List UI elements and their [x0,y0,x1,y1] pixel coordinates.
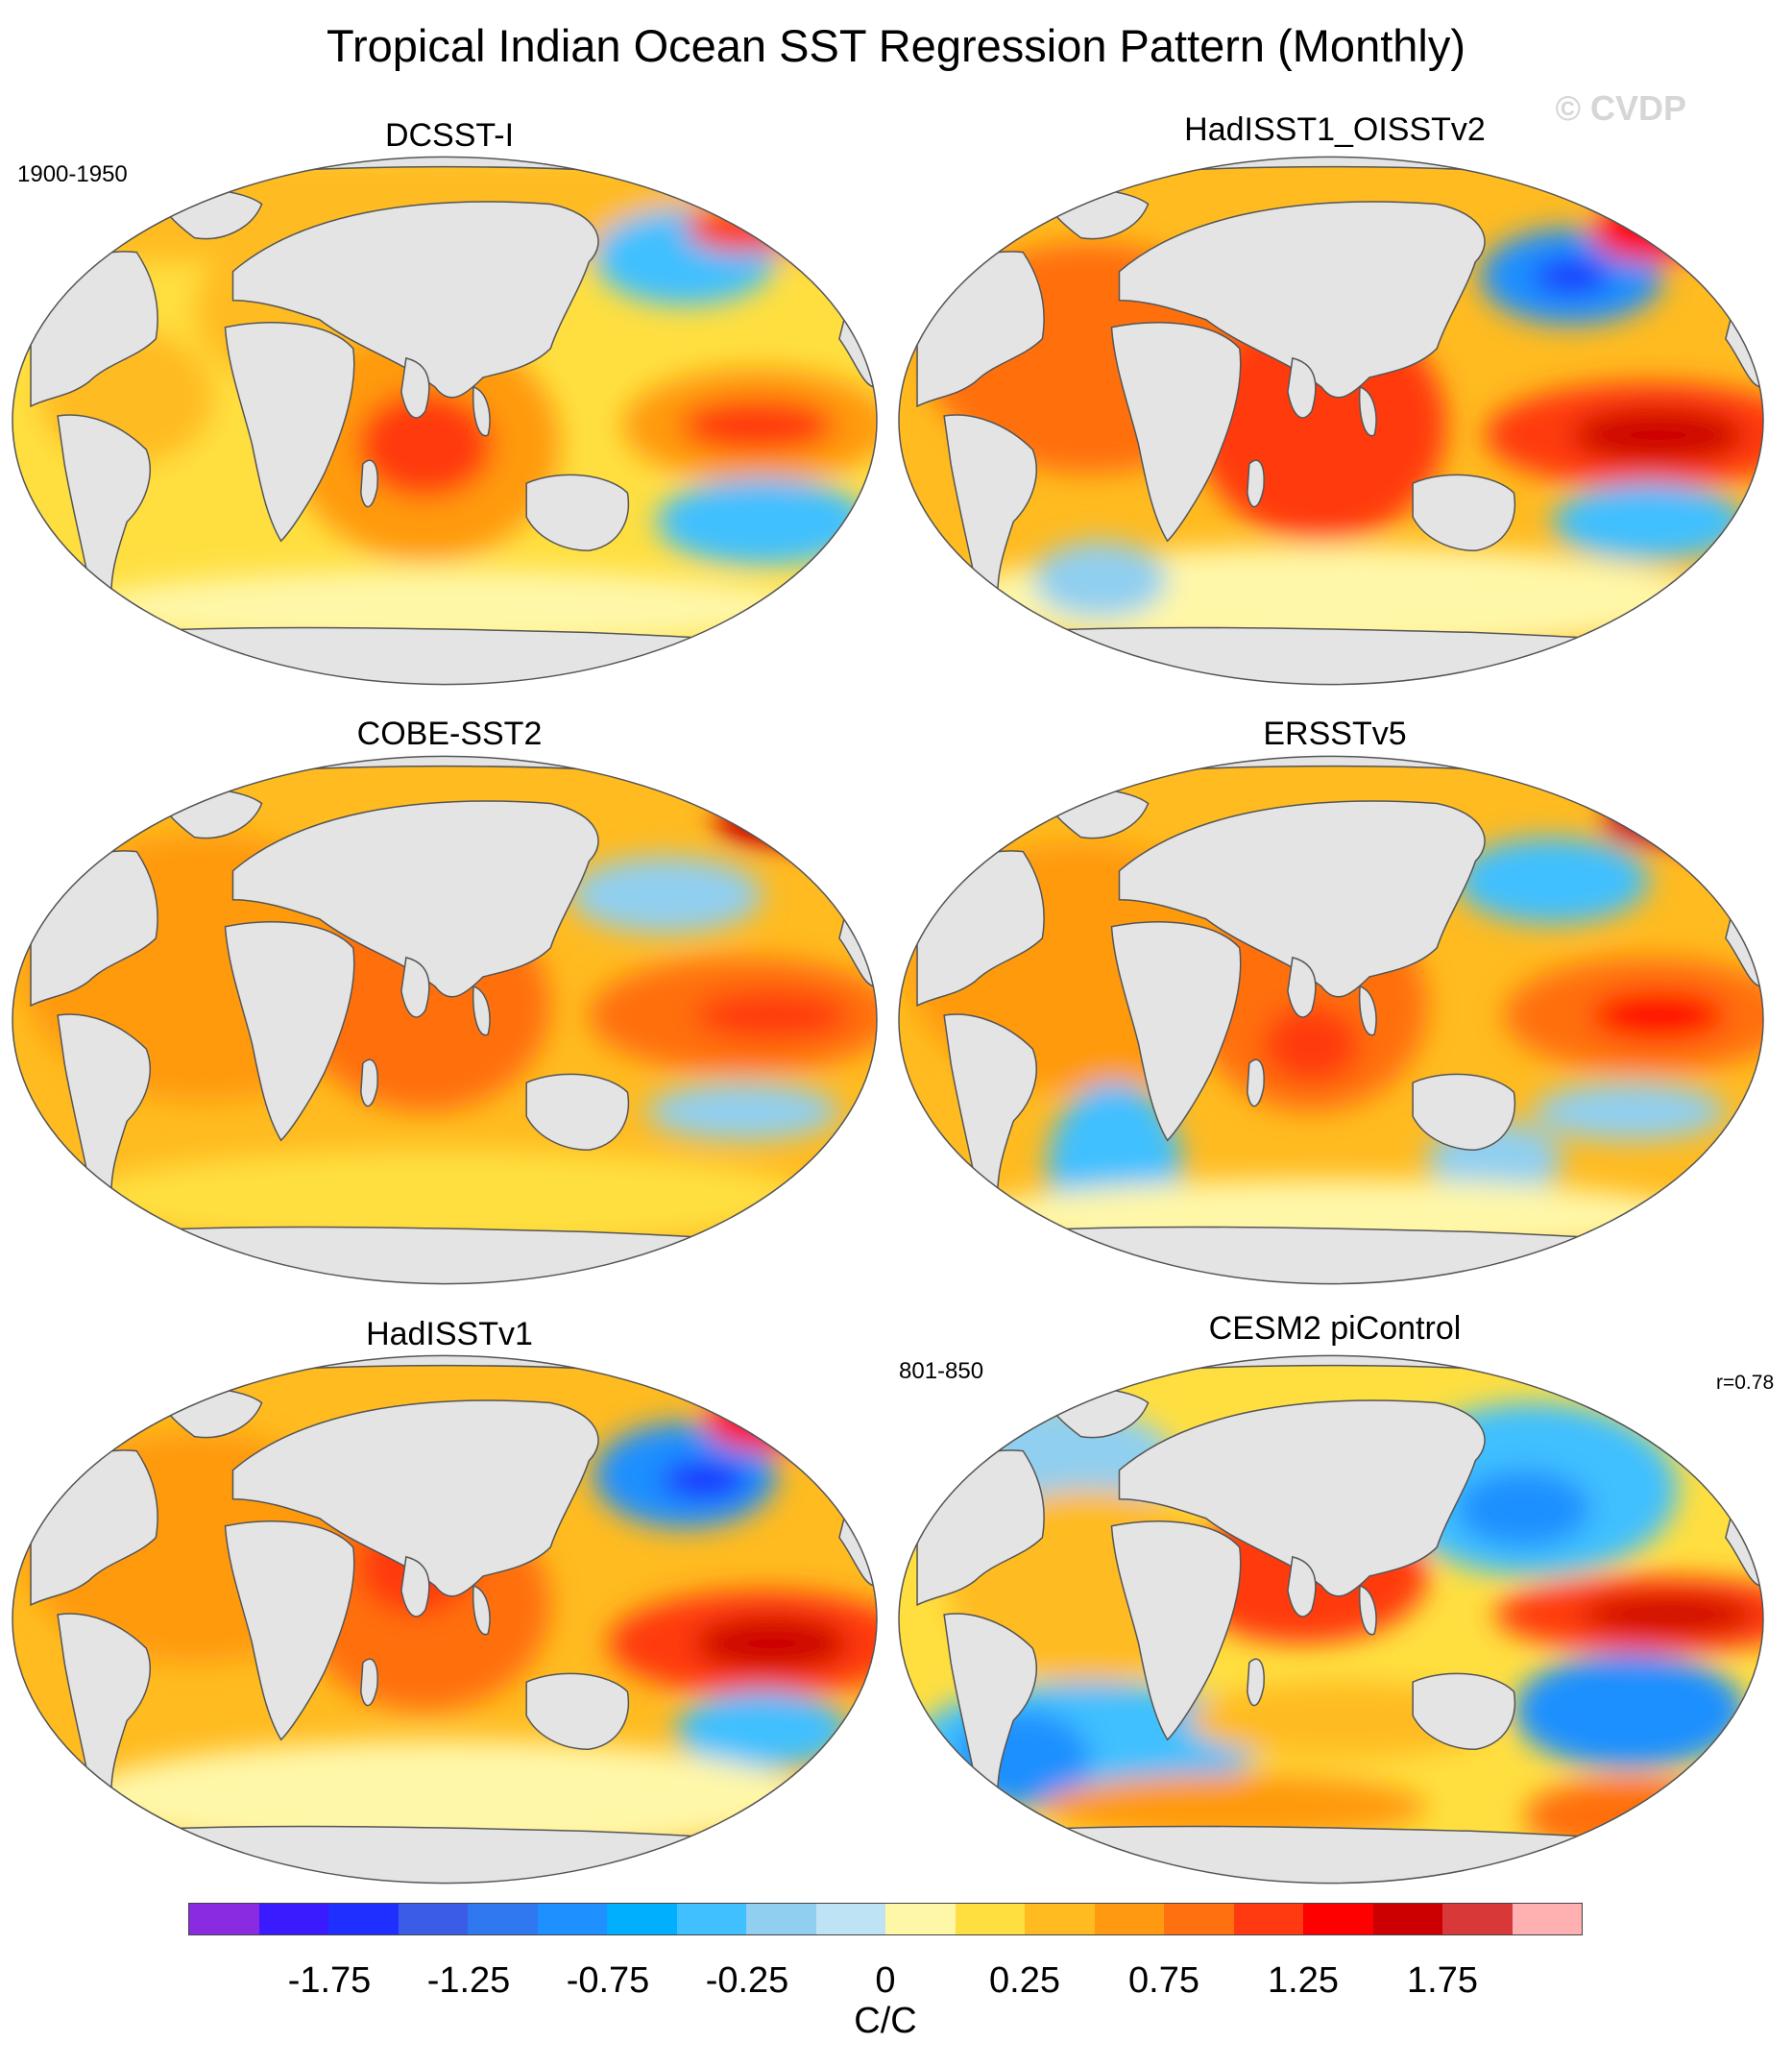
period-label-1: 1900-1950 [17,161,128,187]
colorbar-bin [537,1904,607,1934]
colorbar-bin [1164,1904,1234,1934]
period-label-6: 801-850 [899,1358,984,1384]
colorbar-tick-label: 0 [875,1960,896,2001]
colorbar-bin [1512,1904,1582,1934]
colorbar-bin [815,1904,885,1934]
map-panel-5 [12,1354,878,1885]
map-panel-6 [898,1354,1764,1885]
watermark: © CVDP [1555,88,1686,128]
colorbar-tick-label: 1.25 [1268,1960,1339,2001]
colorbar-tick-label: 0.25 [989,1960,1060,2001]
colorbar-bin [328,1904,399,1934]
figure-title: Tropical Indian Ocean SST Regression Pat… [327,20,1465,71]
colorbar-bin [1025,1904,1095,1934]
correlation-label-6: r=0.78 [1716,1372,1775,1394]
colorbar-bin [1442,1904,1513,1934]
colorbar-bin [955,1904,1025,1934]
colorbar [188,1903,1583,1935]
colorbar-bin [398,1904,468,1934]
panel-title-6: CESM2 piControl [1208,1310,1462,1347]
panel-title-4: ERSSTv5 [1263,716,1407,752]
panel-title-1: DCSST-I [384,117,515,154]
colorbar-tick-label: -0.75 [566,1960,650,2001]
map-panel-2 [898,156,1764,686]
colorbar-tick-label: -1.75 [287,1960,372,2001]
map-panel-3 [12,755,878,1285]
colorbar-tick-label: -0.25 [705,1960,789,2001]
colorbar-bin [1094,1904,1164,1934]
colorbar-bin [746,1904,816,1934]
colorbar-tick-label: 1.75 [1407,1960,1478,2001]
colorbar-bin [1372,1904,1442,1934]
map-panel-1 [12,156,878,686]
panel-title-5: HadISSTv1 [366,1316,533,1352]
map-panel-4 [898,755,1764,1285]
colorbar-tick-label: 0.75 [1128,1960,1199,2001]
colorbar-units: C/C [854,2001,917,2041]
colorbar-bin [885,1904,956,1934]
panel-title-3: COBE-SST2 [356,716,543,752]
panel-title-2: HadISST1_OISSTv2 [1184,111,1486,148]
colorbar-bin [189,1904,259,1934]
colorbar-tick-label: -1.25 [426,1960,511,2001]
colorbar-bin [1233,1904,1303,1934]
colorbar-bin [676,1904,746,1934]
colorbar-bin [468,1904,538,1934]
colorbar-bin [1303,1904,1373,1934]
colorbar-bin [258,1904,328,1934]
colorbar-bin [607,1904,677,1934]
